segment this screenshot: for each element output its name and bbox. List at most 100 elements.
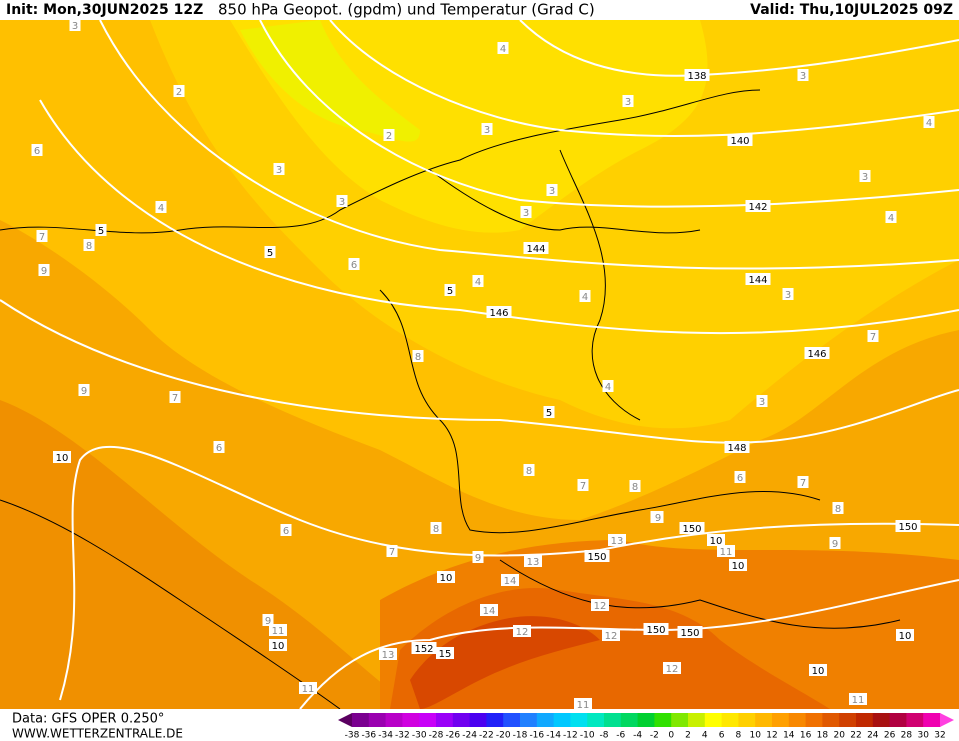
isotherm-label: 14 — [483, 606, 496, 617]
isotherm-label-group: 12 — [513, 625, 531, 638]
colorbar-segment — [671, 713, 689, 727]
isotherm-label-box — [652, 511, 664, 523]
temperature-label-box — [543, 406, 555, 418]
geopotential-label-box — [684, 69, 710, 81]
colorbar-segment — [436, 713, 454, 727]
colorbar-segment — [738, 713, 756, 727]
isotherm-label-group: 12 — [663, 662, 681, 675]
isotherm-label: 3 — [523, 208, 529, 219]
temperature-label-box — [707, 534, 725, 546]
isotherm-label-box — [31, 144, 43, 156]
geopotential-label: 150 — [682, 524, 701, 535]
isotherm-label-group: 4 — [923, 116, 935, 129]
isotherm-label-box — [69, 20, 81, 31]
isotherm-label-box — [213, 441, 225, 453]
geopotential-label-group: 150 — [643, 623, 669, 636]
isotherm-label-group: 3 — [859, 170, 871, 183]
temperature-label-group: 5 — [95, 224, 107, 237]
isotherm-label-group: 9 — [78, 384, 90, 397]
isotherm-label-group: 13 — [379, 648, 397, 661]
isotherm-label-group: 8 — [83, 239, 95, 252]
isotherm-label: 8 — [526, 466, 532, 477]
isotherm-label-group: 12 — [602, 629, 620, 642]
isotherm-label-group: 4 — [497, 42, 509, 55]
temperature-label: 5 — [447, 286, 453, 297]
isotherm-label: 4 — [926, 118, 932, 129]
isotherm-label: 8 — [86, 241, 92, 252]
geopotential-label: 150 — [898, 522, 917, 533]
geopotential-label-group: 148 — [724, 441, 750, 454]
isotherm-label-box — [574, 698, 592, 709]
colorbar-segment — [520, 713, 538, 727]
isotherm-label-group: 9 — [652, 511, 664, 524]
isotherm-label-box — [299, 682, 317, 694]
isotherm-label-box — [832, 502, 844, 514]
isotherm-label: 3 — [484, 125, 490, 136]
isotherm-label-box — [629, 480, 641, 492]
geopotential-label-box — [486, 306, 512, 318]
isotherm-label-group: 12 — [591, 599, 609, 612]
valid-time: Valid: Thu,10JUL2025 09Z — [750, 2, 953, 18]
temperature-label-group: 10 — [729, 559, 747, 572]
temperature-label: 10 — [812, 666, 825, 677]
colorbar-tick-label: 14 — [783, 731, 795, 741]
colorbar-tick-label: 32 — [934, 731, 945, 741]
data-source: Data: GFS OPER 0.250° — [12, 712, 164, 727]
colorbar-segment — [822, 713, 840, 727]
colorbar-tick-label: -14 — [546, 731, 561, 741]
colorbar-arrow — [338, 713, 352, 727]
isotherm-label-group: 6 — [280, 524, 292, 537]
isotherm-label: 7 — [172, 393, 178, 404]
isotherm-label: 12 — [516, 627, 529, 638]
isotherm-label: 7 — [389, 547, 395, 558]
isotherm-label-box — [155, 201, 167, 213]
temperature-label: 10 — [732, 561, 745, 572]
isotherm-label-group: 4 — [579, 290, 591, 303]
isotherm-label: 4 — [605, 382, 611, 393]
isotherm-label-box — [782, 288, 794, 300]
header-bar — [0, 0, 959, 20]
isotherm-label-box — [83, 239, 95, 251]
isotherm-label-group: 7 — [577, 479, 589, 492]
isotherm-label-box — [269, 624, 287, 636]
colorbar-tick-label: 6 — [719, 731, 725, 741]
isotherm-label-group: 6 — [31, 144, 43, 157]
geopotential-label-group: 140 — [727, 134, 753, 147]
isotherm-label: 13 — [382, 650, 395, 661]
isotherm-label-group: 4 — [472, 275, 484, 288]
isotherm-label: 3 — [759, 397, 765, 408]
isotherm-label-group: 7 — [36, 230, 48, 243]
temperature-label: 5 — [546, 408, 552, 419]
isotherm-label: 11 — [272, 626, 285, 637]
colorbar-segment — [469, 713, 487, 727]
isotherm-label-box — [622, 95, 634, 107]
isotherm-label-box — [173, 85, 185, 97]
colorbar-tick-label: -32 — [395, 731, 410, 741]
geopotential-label: 142 — [748, 202, 767, 213]
isotherm-label: 6 — [283, 526, 289, 537]
colorbar-tick-label: 28 — [901, 731, 913, 741]
chart-title: 850 hPa Geopot. (gpdm) und Temperatur (G… — [218, 1, 595, 19]
isotherm-label: 8 — [415, 352, 421, 363]
isotherm-label: 6 — [216, 443, 222, 454]
colorbar-tick-label: 10 — [749, 731, 761, 741]
isotherm-label-group: 14 — [501, 574, 519, 587]
colorbar-segment — [452, 713, 471, 727]
isotherm-label-box — [336, 195, 348, 207]
isotherm-label-box — [591, 599, 609, 611]
isotherm-label: 3 — [549, 186, 555, 197]
isotherm-label: 7 — [800, 478, 806, 489]
isotherm-label: 3 — [339, 197, 345, 208]
isotherm-label-box — [497, 42, 509, 54]
isotherm-label-group: 9 — [829, 537, 841, 550]
isotherm-label: 4 — [158, 203, 164, 214]
isotherm-label-box — [379, 648, 397, 660]
isotherm-label-box — [797, 476, 809, 488]
isotherm-label: 2 — [176, 87, 182, 98]
isotherm-label: 12 — [666, 664, 679, 675]
geopotential-label: 148 — [727, 443, 746, 454]
isotherm-label-box — [608, 534, 626, 546]
colorbar-segment — [604, 713, 622, 727]
